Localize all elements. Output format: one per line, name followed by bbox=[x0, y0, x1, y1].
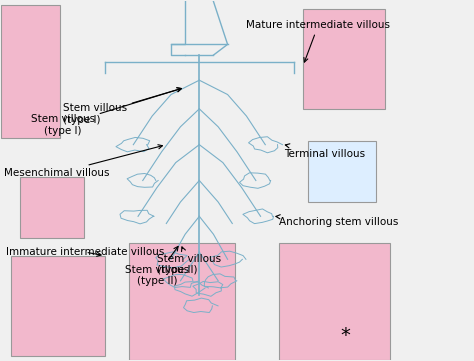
Text: Terminal villous: Terminal villous bbox=[284, 144, 365, 158]
Text: Anchoring stem villous: Anchoring stem villous bbox=[276, 215, 399, 227]
Text: Mature intermediate villous: Mature intermediate villous bbox=[246, 19, 391, 62]
Text: Mesenchimal villous: Mesenchimal villous bbox=[4, 145, 163, 178]
Text: Stem villous
(type II): Stem villous (type II) bbox=[125, 247, 189, 286]
FancyBboxPatch shape bbox=[11, 256, 105, 356]
FancyBboxPatch shape bbox=[1, 5, 60, 138]
Text: Stem villous
(type I): Stem villous (type I) bbox=[63, 88, 182, 125]
Text: *: * bbox=[340, 326, 350, 345]
FancyBboxPatch shape bbox=[308, 141, 376, 202]
FancyBboxPatch shape bbox=[303, 9, 385, 109]
FancyBboxPatch shape bbox=[279, 243, 390, 360]
Text: Stem villous
(type I): Stem villous (type I) bbox=[31, 88, 182, 136]
Text: Immature intermediate villous: Immature intermediate villous bbox=[6, 247, 164, 257]
FancyBboxPatch shape bbox=[20, 177, 84, 238]
FancyBboxPatch shape bbox=[128, 243, 235, 360]
Text: Stem villous
(type II): Stem villous (type II) bbox=[157, 247, 221, 275]
